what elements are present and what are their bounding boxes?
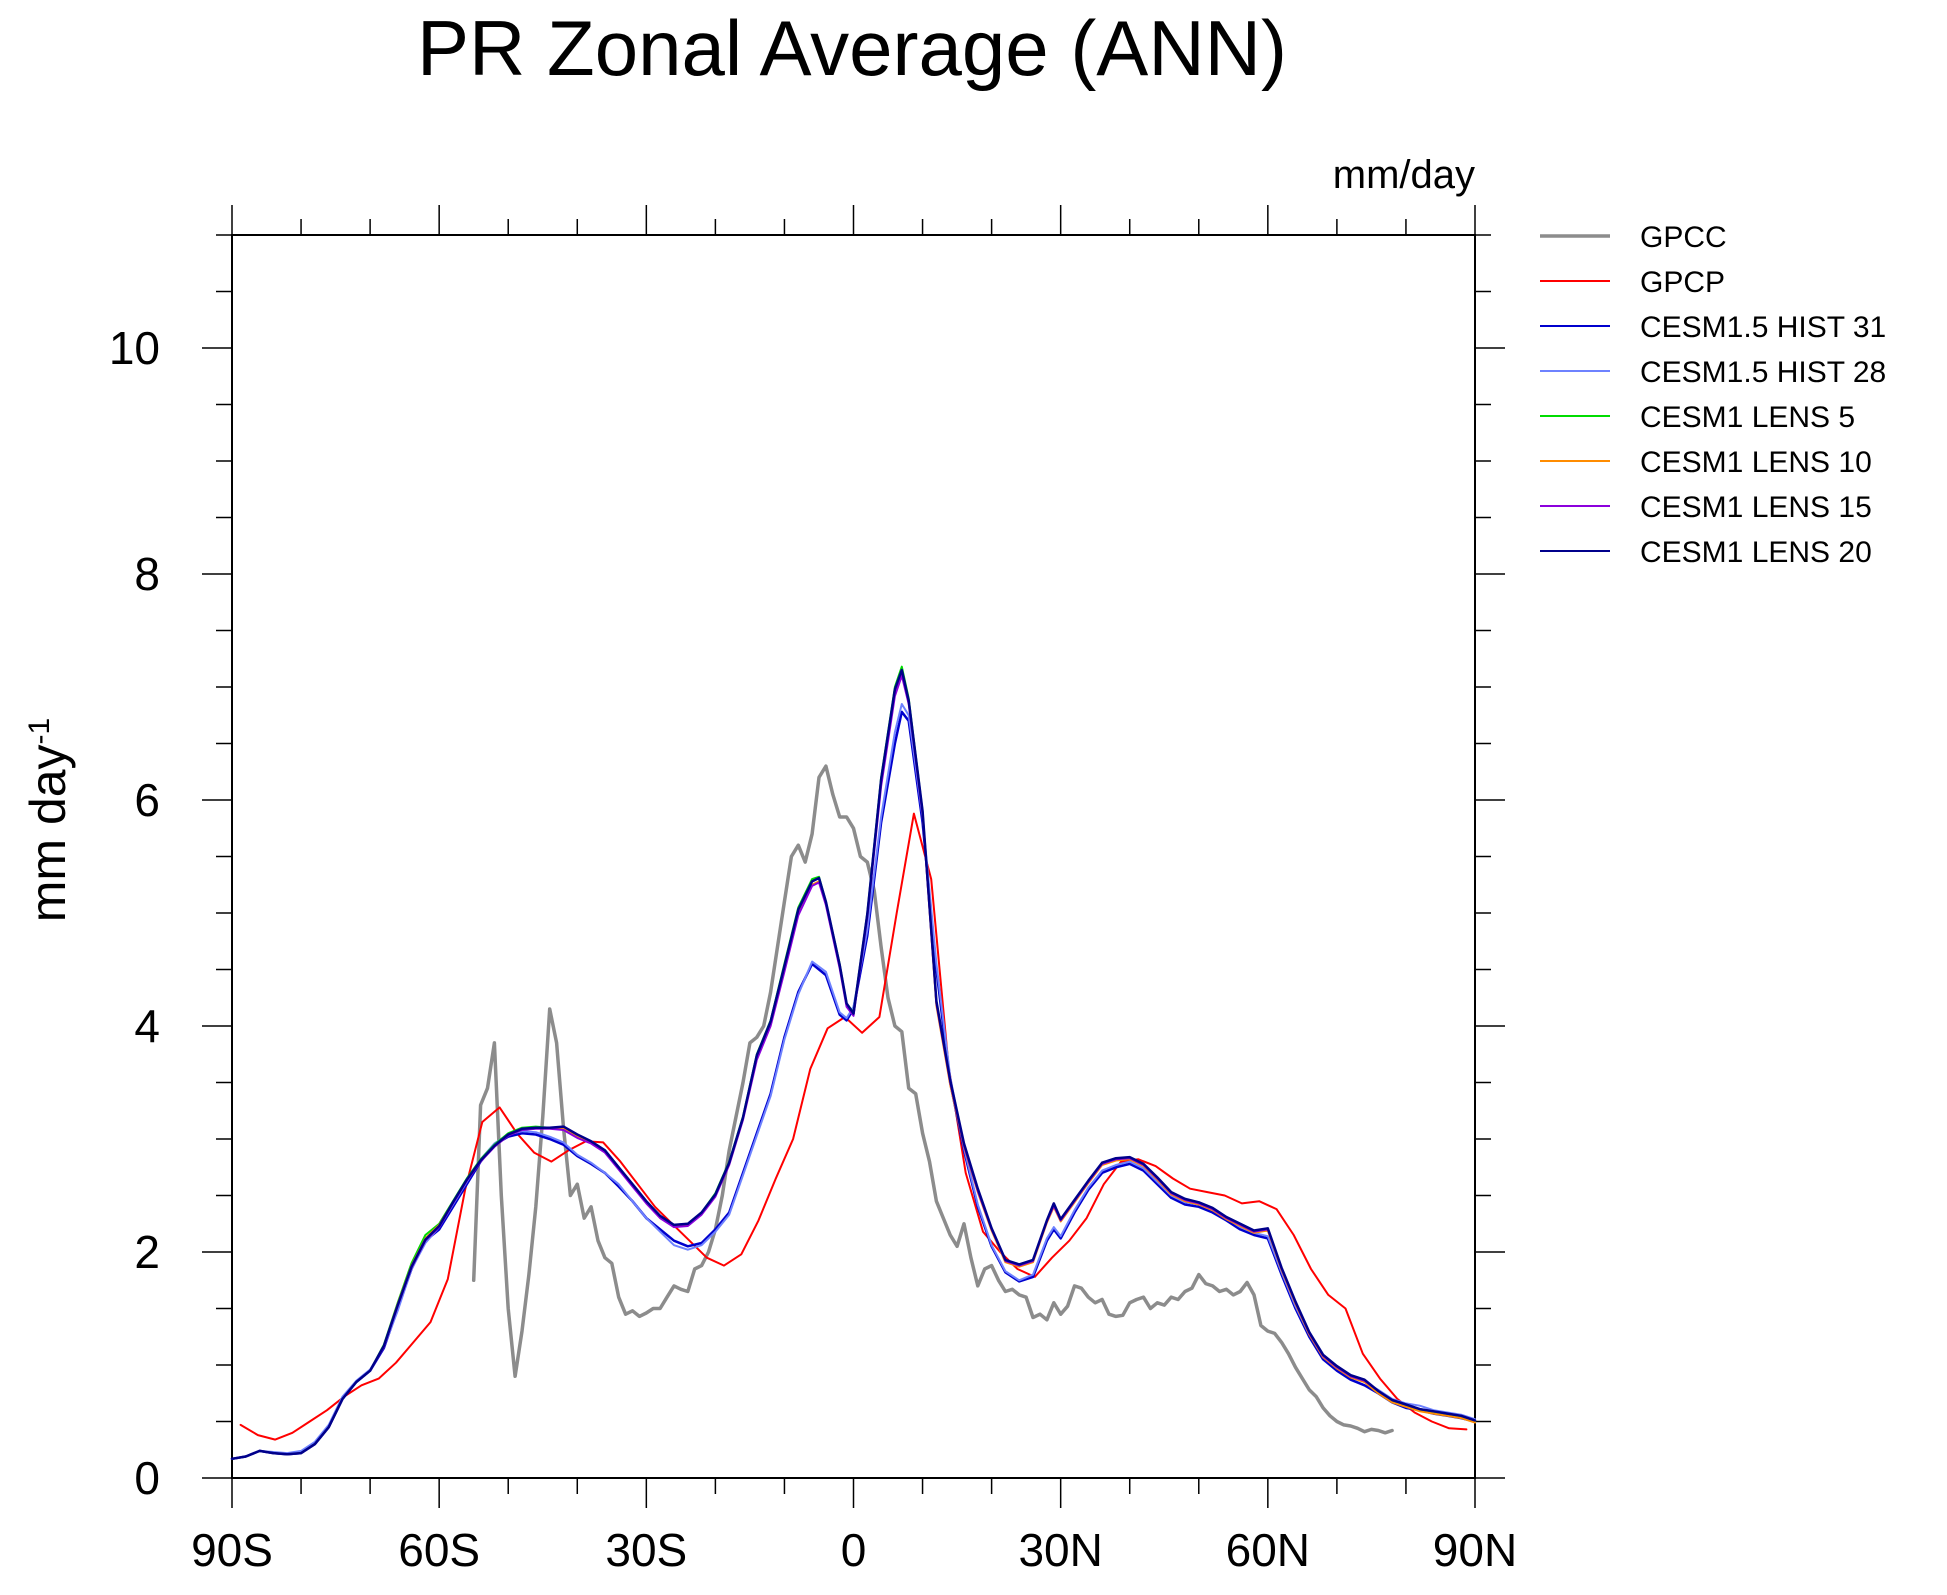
y-tick-label: 4 [134, 1000, 160, 1052]
x-tick-label: 60S [398, 1524, 480, 1576]
x-tick-label: 0 [841, 1524, 867, 1576]
series-line-gpcp [239, 812, 1468, 1441]
x-tick-label: 90N [1433, 1524, 1517, 1576]
legend-label: CESM1 LENS 10 [1640, 446, 1872, 479]
y-axis-label: mm day-1 [20, 718, 76, 923]
x-tick-label: 30N [1018, 1524, 1102, 1576]
series-line-cesm1-lens-20 [230, 668, 1477, 1461]
x-tick-label: 30S [605, 1524, 687, 1576]
x-axis: 90S 60S 30S 0 30N 60N 90N [191, 205, 1517, 1576]
y-tick-label: 2 [134, 1226, 160, 1278]
series-line-cesm1-lens-5 [231, 665, 1476, 1460]
legend-label: CESM1 LENS 20 [1640, 536, 1872, 569]
y-tick-label: 0 [134, 1452, 160, 1504]
chart-title: PR Zonal Average (ANN) [417, 4, 1287, 92]
y-tick-label: 8 [134, 548, 160, 600]
legend-label: CESM1.5 HIST 28 [1640, 356, 1886, 389]
x-tick-label: 90S [191, 1524, 273, 1576]
series-line-cesm1-lens-15 [231, 674, 1476, 1460]
legend-label: CESM1 LENS 15 [1640, 491, 1872, 524]
y-axis: 0 2 4 6 8 10 [109, 234, 1505, 1504]
y-tick-label: 10 [109, 322, 160, 374]
units-label: mm/day [1333, 153, 1475, 197]
legend-label: GPCP [1640, 266, 1725, 299]
series-line-cesm1-5-hist-31 [230, 710, 1477, 1461]
legend: GPCC GPCP CESM1.5 HIST 31 CESM1.5 HIST 28 CE… [1540, 221, 1886, 569]
legend-label: CESM1.5 HIST 31 [1640, 311, 1886, 344]
series-line-cesm1-5-hist-28 [231, 703, 1476, 1460]
y-axis-label-exponent: -1 [23, 718, 56, 745]
y-tick-label: 6 [134, 774, 160, 826]
series-line-cesm1-lens-10 [231, 672, 1476, 1460]
x-tick-label: 60N [1226, 1524, 1310, 1576]
legend-label: GPCC [1640, 221, 1727, 254]
series-line-gpcc [471, 764, 1394, 1435]
series-lines [230, 665, 1477, 1461]
y-axis-label-text: mm day [20, 744, 76, 922]
legend-label: CESM1 LENS 5 [1640, 401, 1855, 434]
